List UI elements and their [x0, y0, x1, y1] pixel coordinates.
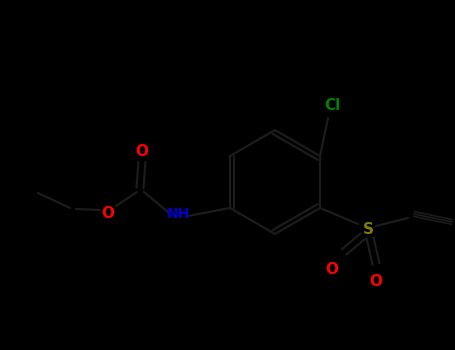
- Text: O: O: [101, 206, 115, 222]
- Text: O: O: [369, 274, 383, 289]
- Text: S: S: [363, 223, 374, 238]
- Text: Cl: Cl: [324, 98, 340, 112]
- Text: O: O: [325, 262, 339, 278]
- Text: O: O: [136, 145, 148, 160]
- Text: NH: NH: [167, 207, 190, 221]
